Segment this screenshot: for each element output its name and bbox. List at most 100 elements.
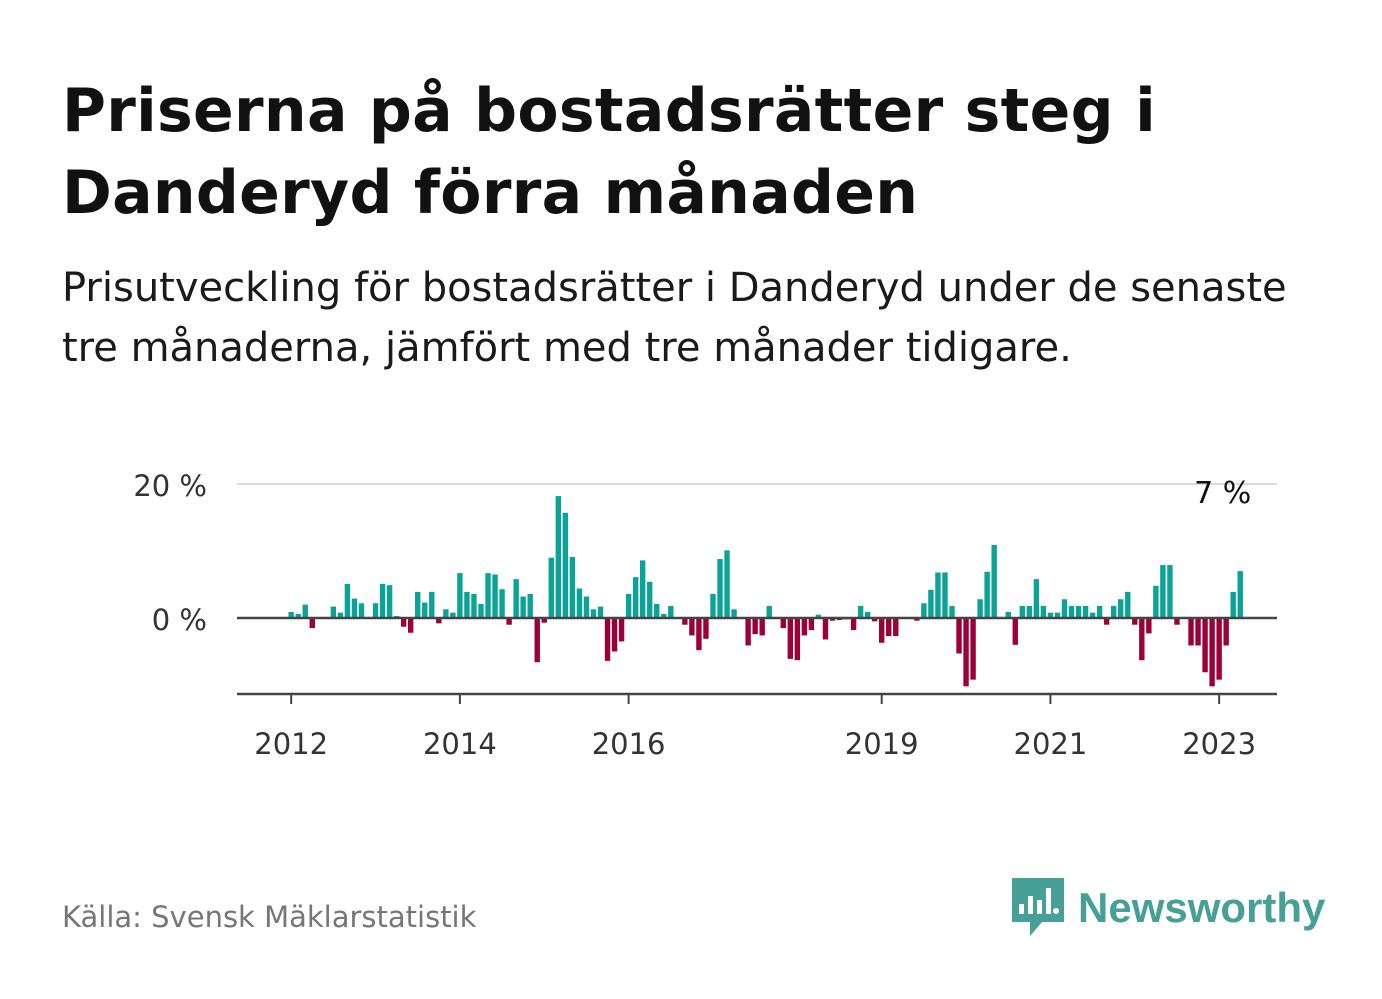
- bar: [295, 613, 301, 618]
- bar: [1139, 618, 1145, 661]
- bar: [429, 591, 435, 618]
- bar: [1237, 571, 1243, 618]
- bar: [780, 618, 786, 629]
- chart-subtitle: Prisutveckling för bostadsrätter i Dande…: [62, 265, 1287, 371]
- chart-title: Priserna på bostadsrätter steg i Dandery…: [62, 76, 1156, 228]
- x-tick-label: 2023: [1182, 727, 1256, 761]
- bar: [1096, 605, 1103, 618]
- bar: [386, 585, 393, 618]
- bar: [541, 618, 547, 623]
- bar: [696, 618, 702, 651]
- brand-logo: Newsworthy: [1012, 878, 1325, 938]
- bar: [759, 618, 765, 636]
- bar: [422, 602, 428, 618]
- bar: [457, 573, 463, 618]
- bar: [1188, 618, 1194, 646]
- bar: [1146, 618, 1152, 634]
- bar: [1160, 565, 1166, 618]
- bar: [604, 618, 611, 661]
- bar: [710, 593, 716, 618]
- bar-chart: 0 % 20 % 2012 2014 2016 2019 2021 2023 7 %: [133, 469, 1277, 761]
- bar: [864, 611, 871, 618]
- y-tick-label: 20 %: [133, 469, 207, 503]
- bar: [815, 614, 822, 618]
- bar: [576, 588, 583, 618]
- bar: [731, 609, 737, 618]
- bar: [492, 574, 498, 618]
- bar: [1110, 605, 1117, 618]
- bar: [513, 579, 519, 618]
- bar: [1174, 618, 1180, 625]
- bar: [302, 604, 308, 618]
- bar: [597, 606, 604, 618]
- bar: [632, 577, 639, 618]
- bar: [787, 618, 794, 659]
- bar: [611, 618, 618, 652]
- bar: [1019, 605, 1025, 618]
- bar: [520, 596, 526, 618]
- bar: [464, 591, 470, 618]
- bar: [921, 603, 927, 618]
- bar: [379, 583, 386, 618]
- x-tick-label: 2016: [592, 727, 666, 761]
- newsworthy-logo-icon: [1012, 878, 1064, 936]
- bar: [1209, 618, 1215, 687]
- bar: [801, 618, 808, 636]
- bar: [436, 618, 442, 624]
- bar: [1167, 565, 1173, 618]
- bar: [942, 572, 948, 618]
- bar: [548, 557, 554, 618]
- bar: [344, 583, 351, 618]
- bar: [590, 609, 597, 618]
- bar: [654, 603, 660, 618]
- bar: [288, 611, 294, 618]
- bar: [1103, 618, 1110, 625]
- bar: [1012, 618, 1018, 645]
- bar: [668, 605, 674, 618]
- bar: [330, 606, 337, 618]
- bar: [358, 603, 365, 618]
- bar: [808, 618, 815, 631]
- bar: [970, 618, 976, 680]
- bar: [1153, 585, 1159, 618]
- bar: [478, 603, 484, 618]
- bar: [407, 618, 414, 633]
- bar: [1033, 579, 1040, 618]
- bar: [717, 559, 723, 618]
- bar: [1026, 605, 1033, 618]
- bar: [450, 612, 456, 618]
- bar: [562, 512, 569, 618]
- bar: [991, 544, 997, 618]
- bar: [893, 618, 899, 637]
- bar: [661, 613, 667, 618]
- bar: [1082, 605, 1089, 618]
- bar: [499, 589, 505, 618]
- bar: [949, 605, 955, 618]
- bar: [309, 618, 315, 629]
- bar: [682, 618, 688, 625]
- bar: [372, 603, 379, 618]
- bar: [886, 618, 892, 637]
- bar: [415, 591, 421, 618]
- bar: [1040, 605, 1047, 618]
- brand-name: Newsworthy: [1078, 884, 1326, 931]
- bar: [794, 618, 801, 661]
- bar: [745, 618, 751, 646]
- bar: [625, 593, 632, 618]
- latest-value-label: 7 %: [1194, 476, 1251, 511]
- source-credit: Källa: Svensk Mäklarstatistik: [62, 900, 477, 934]
- bar: [703, 618, 709, 639]
- bar: [977, 599, 983, 618]
- bar: [1118, 599, 1124, 618]
- bar: [724, 550, 730, 618]
- bar: [871, 618, 878, 622]
- x-tick-label: 2012: [254, 727, 328, 761]
- bar: [935, 572, 941, 618]
- bar: [1089, 612, 1096, 618]
- bar: [569, 557, 576, 618]
- bar: [928, 589, 934, 618]
- bar: [1075, 605, 1082, 618]
- x-tick-label: 2019: [845, 727, 919, 761]
- bar: [956, 618, 962, 654]
- bar: [1216, 618, 1222, 680]
